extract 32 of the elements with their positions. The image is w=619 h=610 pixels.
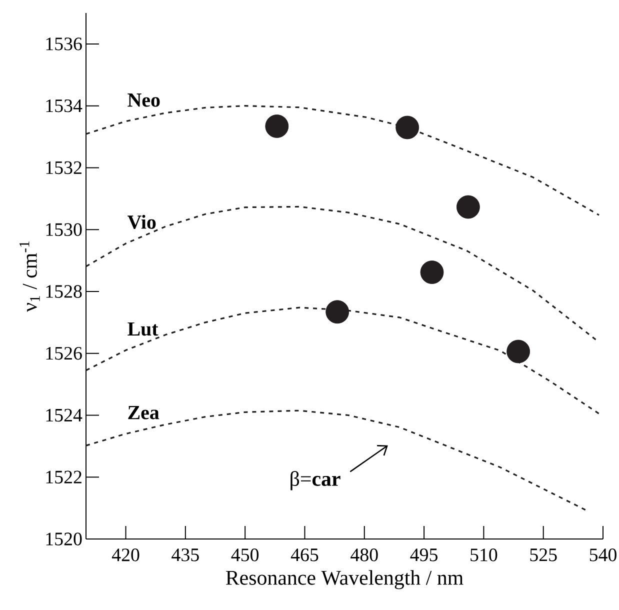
y-tick-label: 1526 xyxy=(46,346,82,360)
y-axis-title: ν$_{1}$ / cm$^{-1}$ xyxy=(20,241,40,312)
x-axis-title: Resonance Wavelength / nm xyxy=(226,570,464,590)
y-tick-label: 1520 xyxy=(46,532,82,546)
y-tick-label: 1530 xyxy=(46,223,82,236)
point xyxy=(396,116,420,140)
x-tick-label: 450 xyxy=(231,548,259,562)
y-tick-label: 1528 xyxy=(46,285,82,298)
x-tick-label: 510 xyxy=(470,548,498,562)
series-label: Zea xyxy=(128,406,160,420)
annotation: β=car xyxy=(290,471,340,490)
x-tick-label: 495 xyxy=(410,548,438,562)
y-tick-label: 1524 xyxy=(46,408,82,422)
series-label: Vio xyxy=(128,214,156,229)
x-tick-label: 480 xyxy=(350,548,378,562)
point xyxy=(506,340,530,364)
y-tick-label: 1532 xyxy=(46,161,82,174)
line-series xyxy=(85,105,600,216)
point xyxy=(456,195,480,219)
series-label: Neo xyxy=(128,94,160,107)
x-tick-label: 540 xyxy=(590,548,616,562)
series-label: Lut xyxy=(128,322,158,336)
x-tick-label: 435 xyxy=(172,548,199,562)
y-tick-label: 1536 xyxy=(46,38,82,50)
point xyxy=(326,300,350,324)
point xyxy=(265,114,289,138)
point xyxy=(420,260,444,284)
x-tick-label: 420 xyxy=(112,548,140,562)
x-tick-label: 465 xyxy=(290,548,318,562)
y-tick-label: 1522 xyxy=(46,470,82,484)
x-tick-label: 525 xyxy=(530,548,557,562)
y-tick-label: 1534 xyxy=(46,99,82,112)
